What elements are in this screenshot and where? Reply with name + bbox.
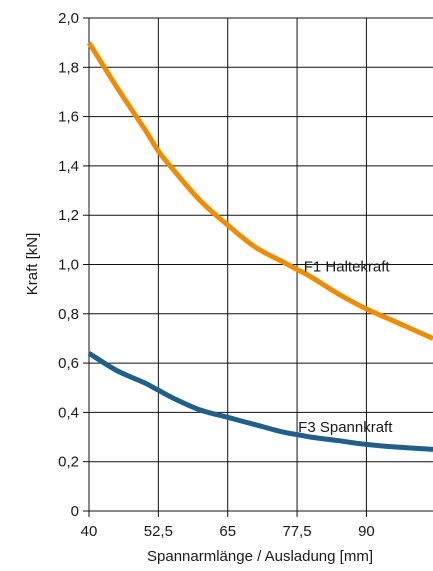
y-tick-label: 0,8 [58, 306, 79, 323]
series-label: F1 Haltekraft [304, 259, 391, 276]
x-tick-label: 52,5 [144, 523, 173, 540]
y-tick-label: 1,0 [58, 257, 79, 274]
x-tick-label: 40 [81, 523, 98, 540]
y-tick-label: 1,2 [58, 207, 79, 224]
y-tick-label: 1,8 [58, 59, 79, 76]
y-tick-label: 2,0 [58, 10, 79, 27]
series-label: F3 Spannkraft [298, 419, 393, 436]
grid [83, 17, 433, 517]
tick-labels: 0 0,2 0,4 0,6 0,8 1,0 1,2 1,4 1,6 1,8 2,0 40 52,5 65 7… [58, 10, 375, 540]
series-labels: F1 Haltekraft F3 Spannkraft [298, 259, 393, 437]
y-tick-label: 0,6 [58, 355, 79, 372]
y-tick-label: 1,6 [58, 109, 79, 126]
x-tick-label: 90 [358, 523, 375, 540]
x-axis-label: Spannarmlänge / Ausladung [mm] [147, 548, 373, 565]
y-axis-label: Kraft [kN] [24, 233, 41, 296]
y-tick-label: 0,4 [58, 404, 79, 421]
x-tick-label: 77,5 [282, 523, 311, 540]
curves [86, 41, 433, 452]
y-tick-label: 0 [71, 503, 79, 520]
series-line-f1-haltekraft [86, 41, 433, 341]
y-tick-label: 0,2 [58, 454, 79, 471]
y-tick-label: 1,4 [58, 158, 79, 175]
x-tick-label: 65 [219, 523, 236, 540]
series-line-f3-spannkraft [87, 351, 433, 452]
